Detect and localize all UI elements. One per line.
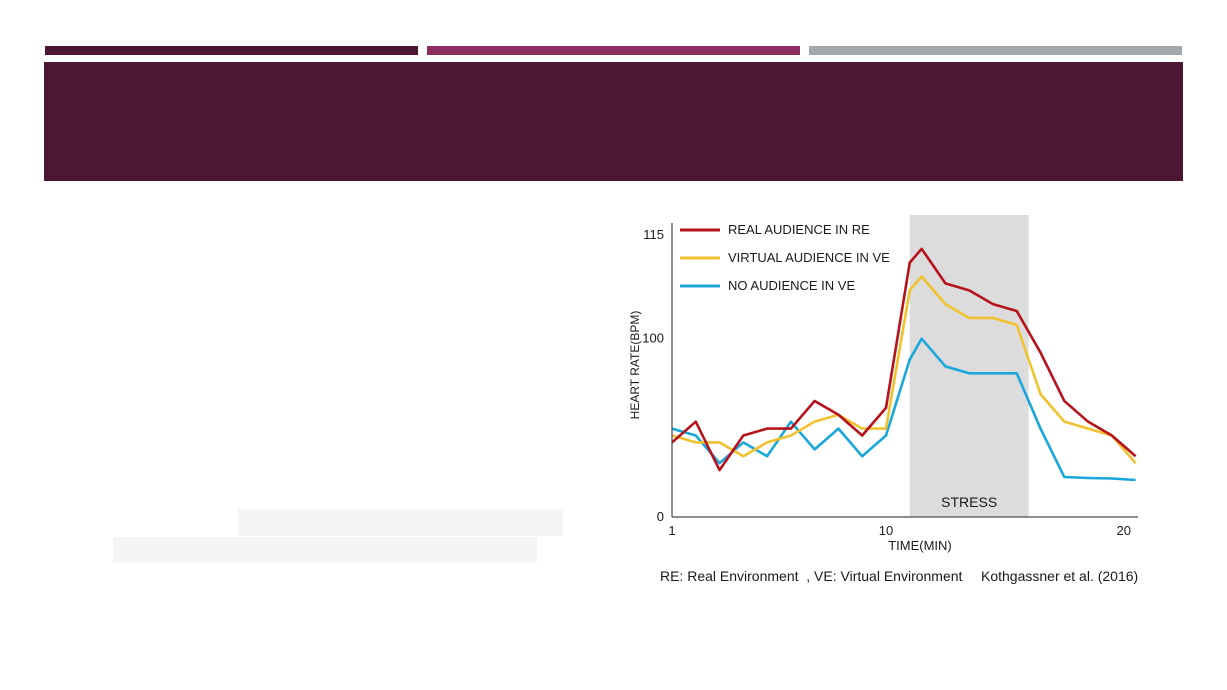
legend-label-1: VIRTUAL AUDIENCE IN VE	[728, 250, 890, 265]
y-tick-label: 0	[657, 509, 664, 524]
x-axis-label: TIME(MIN)	[888, 538, 952, 553]
y-axis-label: HEART RATE(BPM)	[628, 311, 642, 420]
placeholder-box-1	[238, 509, 563, 536]
series-layer	[671, 247, 1137, 482]
heart-rate-chart: STRESS 1 10 20 0 100 115 HEART RATE(BPM) TIME…	[628, 215, 1138, 553]
legend: REAL AUDIENCE IN RE VIRTUAL AUDIENCE IN V…	[680, 222, 890, 293]
x-tick-label: 1	[668, 523, 675, 538]
y-tick-label: 100	[642, 331, 664, 346]
legend-label-0: REAL AUDIENCE IN RE	[728, 222, 870, 237]
placeholder-box-2	[113, 537, 537, 563]
series-line-0	[671, 247, 1137, 472]
caption-environment-key: RE: Real Environment , VE: Virtual Envir…	[660, 568, 963, 584]
header-accent-bar-1	[45, 46, 418, 55]
stress-label: STRESS	[941, 494, 997, 510]
header-accent-bar-3	[809, 46, 1182, 55]
x-tick-label: 20	[1117, 523, 1131, 538]
series-line-1	[671, 275, 1137, 465]
tick-layer: 1 10 20 0 100 115	[642, 227, 1131, 538]
header-accent-bar-2	[427, 46, 800, 55]
series-line-2	[671, 337, 1136, 482]
y-tick-label: 115	[643, 227, 664, 242]
title-band	[44, 62, 1183, 181]
caption-citation: Kothgassner et al. (2016)	[981, 568, 1139, 584]
x-tick-label: 10	[879, 523, 893, 538]
stress-region	[909, 215, 1029, 517]
legend-label-2: NO AUDIENCE IN VE	[728, 278, 855, 293]
